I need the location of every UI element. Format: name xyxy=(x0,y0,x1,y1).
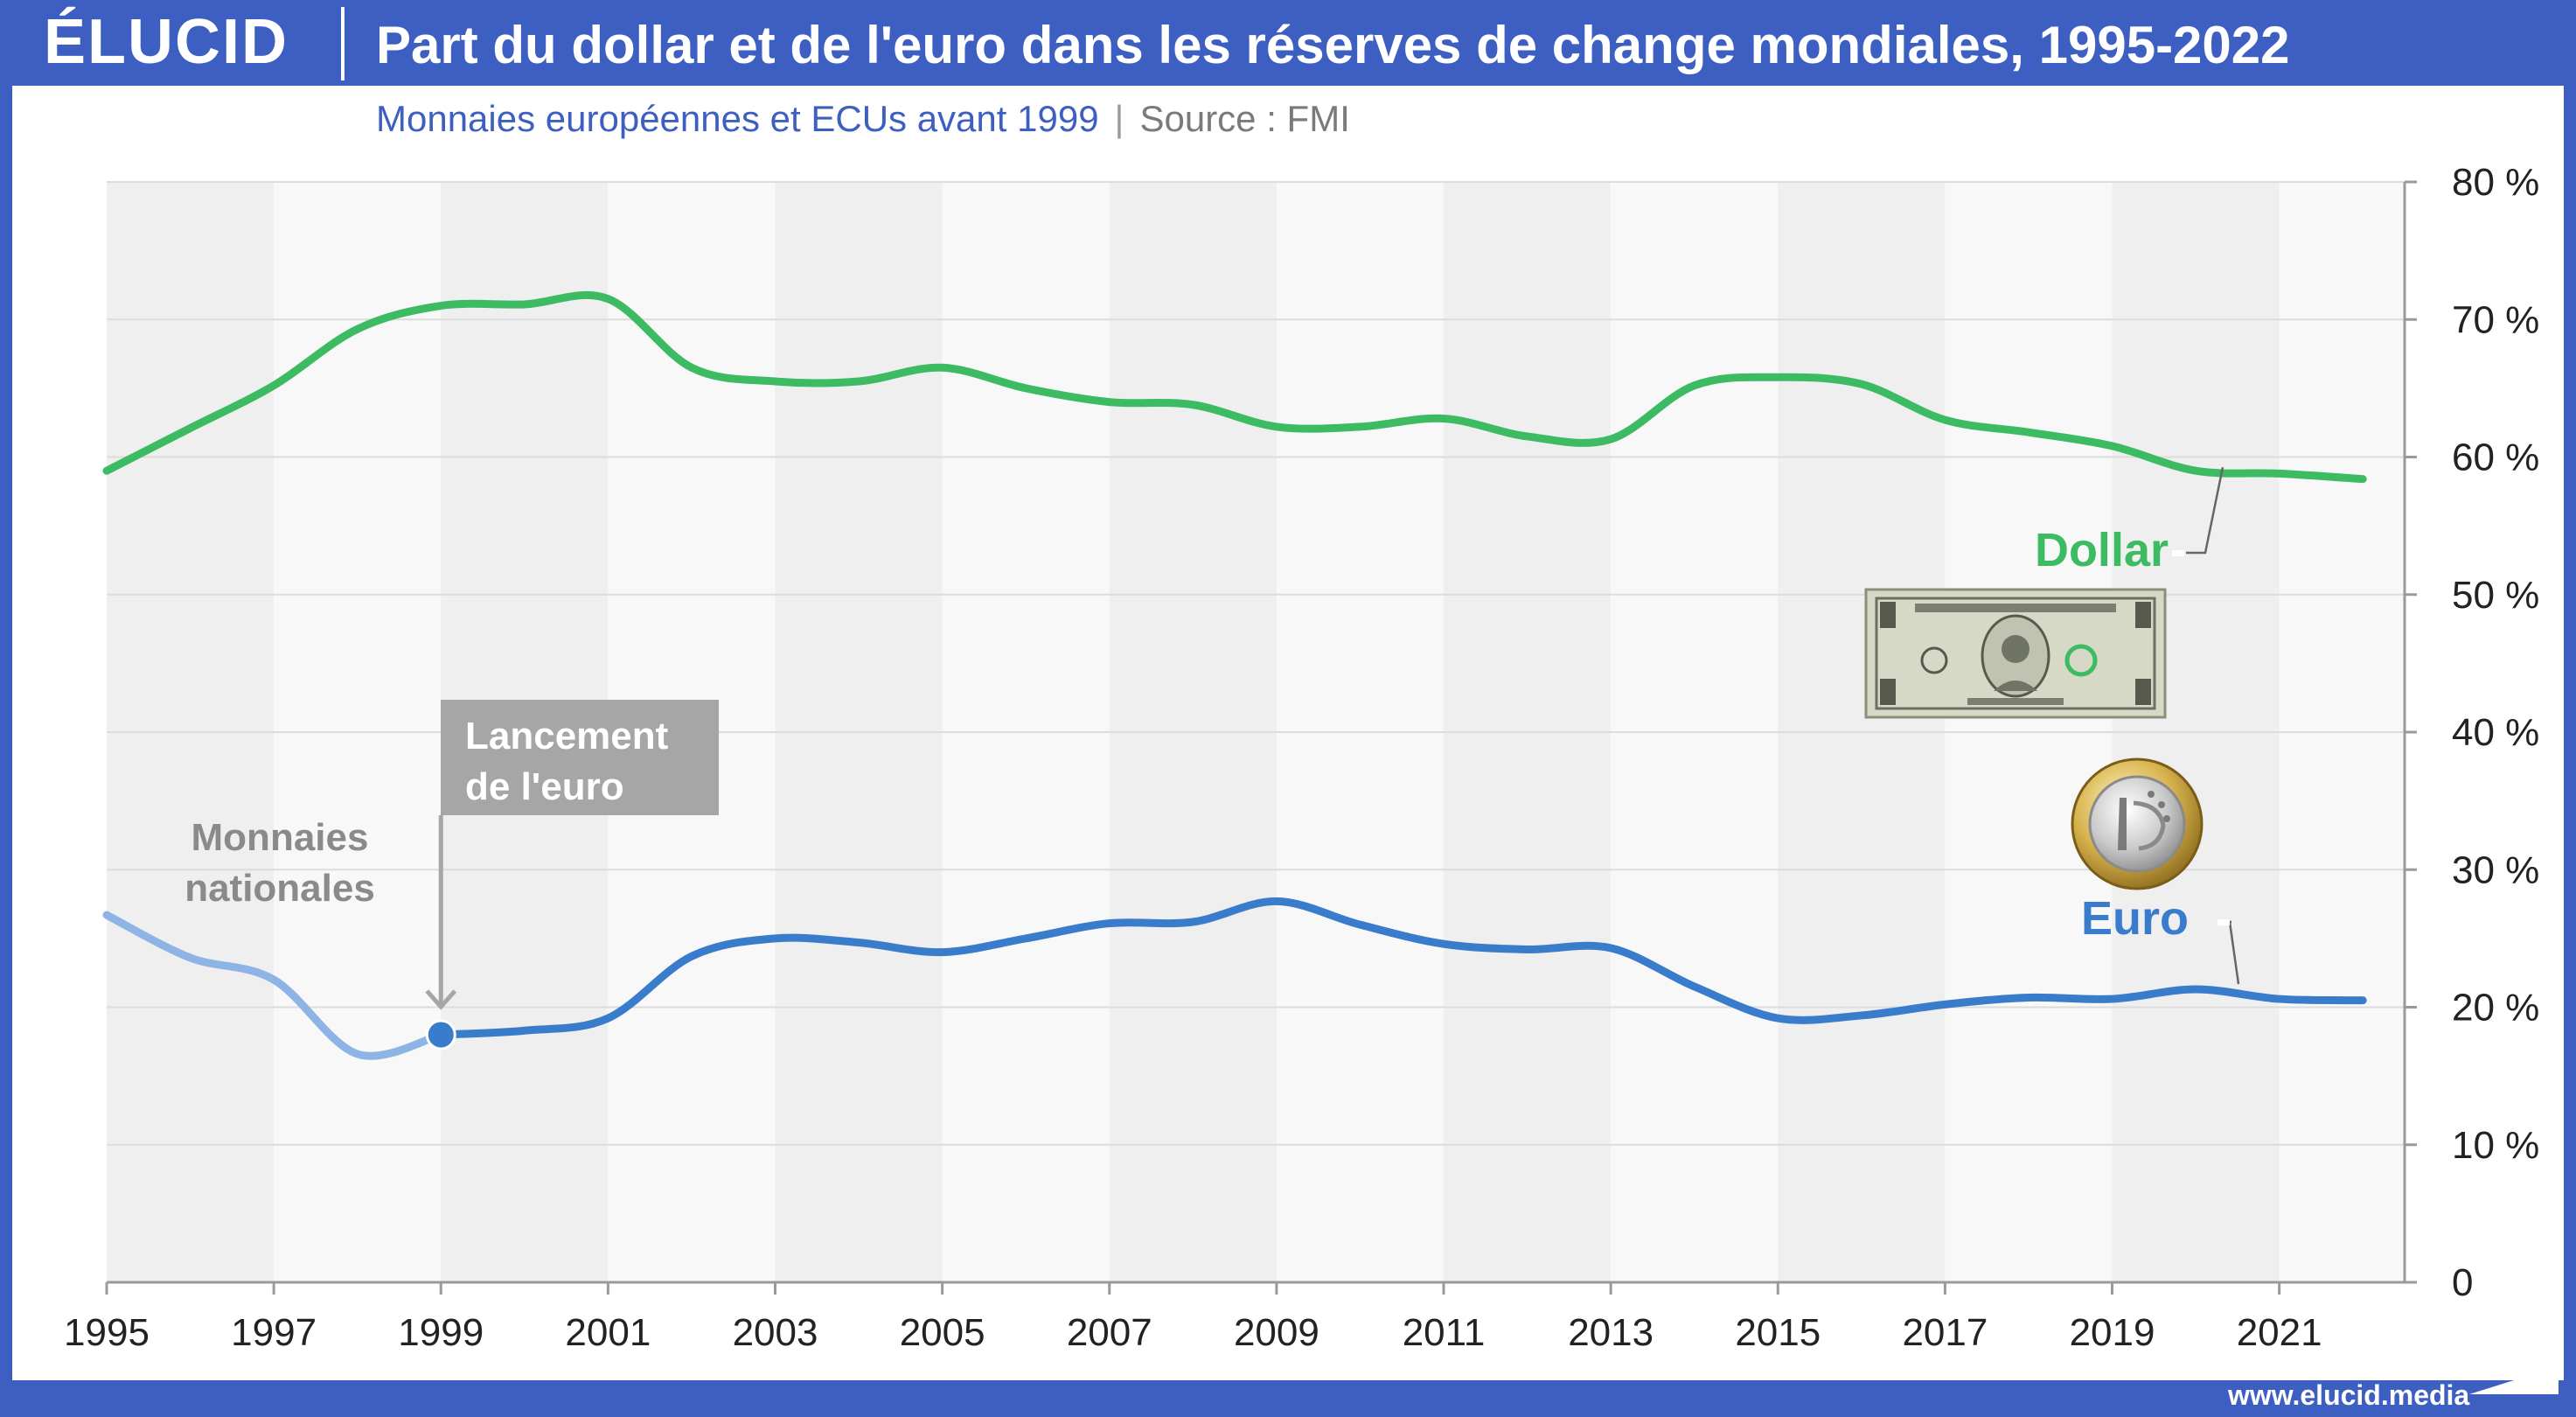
national-currencies-line xyxy=(102,911,445,1060)
y-tick-label: 0 xyxy=(2452,1261,2473,1304)
y-tick-label: 60 % xyxy=(2452,436,2539,479)
x-tick-label: 2021 xyxy=(2237,1311,2322,1354)
euro-launch-arrow-head xyxy=(425,989,457,1010)
x-tick-label: 2019 xyxy=(2070,1311,2155,1354)
subtitle-note: Monnaies européennes et ECUs avant 1999 xyxy=(376,98,1099,139)
y-tick-label: 10 % xyxy=(2452,1124,2539,1167)
x-tick-label: 1995 xyxy=(64,1311,150,1354)
subtitle-source: Source : FMI xyxy=(1139,98,1350,139)
x-axis-ticks: 1995 1997 1999 2001 2003 2005 2007 2009 2011 2013… xyxy=(64,1282,2322,1354)
x-tick-label: 2005 xyxy=(900,1311,985,1354)
y-tick-label: 80 % xyxy=(2452,161,2539,204)
x-tick-label: 2001 xyxy=(565,1311,651,1354)
euro-coin-icon xyxy=(2071,757,2204,890)
euro-label-tick xyxy=(2217,919,2230,925)
dollar-series-label: Dollar xyxy=(2035,524,2169,576)
euro-launch-point[interactable] xyxy=(425,1019,456,1051)
euro-line xyxy=(436,897,2367,1039)
x-tick-label: 2013 xyxy=(1568,1311,1654,1354)
x-tick-label: 2003 xyxy=(733,1311,818,1354)
dollar-label-tick xyxy=(2172,550,2184,556)
x-tick-label: 1999 xyxy=(398,1311,484,1354)
y-axis-ticks: 0 10 % 20 % 30 % 40 % 50 % 60 % 70 % 80 % xyxy=(2405,161,2539,1304)
dollar-leader-line xyxy=(2186,466,2224,555)
dollar-bill-icon xyxy=(1864,588,2167,719)
euro-launch-callout-line1: Lancement xyxy=(465,715,669,757)
header-bar: ÉLUCID Part du dollar et de l'euro dans … xyxy=(0,0,2576,86)
series-lines xyxy=(102,290,2367,1060)
x-tick-label: 1997 xyxy=(231,1311,317,1354)
chart-subtitle: Monnaies européennes et ECUs avant 1999 |… xyxy=(376,94,1350,143)
y-tick-label: 50 % xyxy=(2452,574,2539,617)
y-tick-label: 30 % xyxy=(2452,848,2539,891)
x-tick-label: 2009 xyxy=(1234,1311,1319,1354)
euro-launch-callout-box xyxy=(441,700,719,815)
elucid-mark-icon xyxy=(2469,1366,2559,1394)
dollar-line xyxy=(102,290,2367,484)
euro-series-label: Euro xyxy=(2081,892,2189,945)
y-tick-label: 70 % xyxy=(2452,298,2539,341)
national-currencies-label-line2: nationales xyxy=(184,867,375,910)
subtitle-separator: | xyxy=(1114,98,1124,139)
x-tick-label: 2015 xyxy=(1735,1311,1821,1354)
elucid-logo[interactable]: ÉLUCID xyxy=(44,7,289,77)
x-tick-label: 2017 xyxy=(1902,1311,1988,1354)
euro-launch-callout-line2: de l'euro xyxy=(465,765,624,808)
y-tick-label: 40 % xyxy=(2452,711,2539,754)
page-title: Part du dollar et de l'euro dans les rés… xyxy=(376,16,2290,74)
y-tick-label: 20 % xyxy=(2452,987,2539,1030)
x-tick-label: 2007 xyxy=(1067,1311,1152,1354)
logo-divider xyxy=(341,7,345,80)
x-tick-label: 2011 xyxy=(1403,1311,1486,1354)
national-currencies-label-line1: Monnaies xyxy=(191,816,369,859)
footer-url[interactable]: www.elucid.media xyxy=(2228,1379,2470,1411)
